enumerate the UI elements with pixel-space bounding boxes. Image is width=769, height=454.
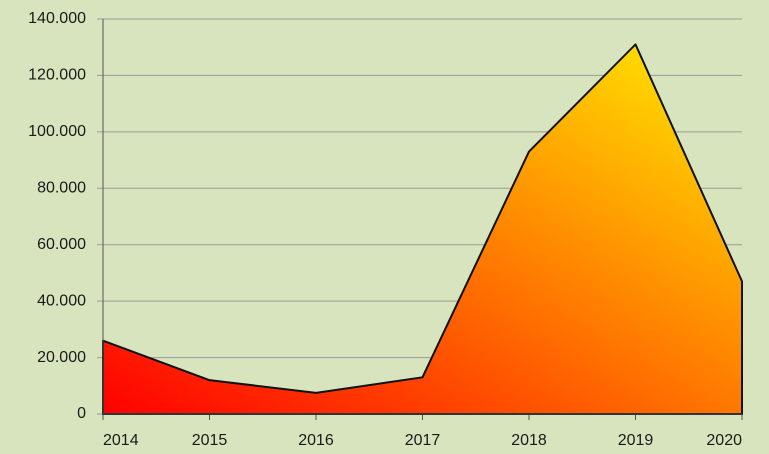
x-tick-label: 2017 [405,432,441,449]
y-tick-label: 60.000 [37,236,86,253]
x-tick-label: 2014 [103,432,139,449]
y-tick-label: 20.000 [37,349,86,366]
x-tick-label: 2015 [192,432,228,449]
y-tick-label: 0 [77,405,86,422]
x-tick-label: 2016 [298,432,334,449]
area [102,43,743,415]
y-tick-label: 140.000 [28,10,86,27]
y-tick-label: 40.000 [37,292,86,309]
x-tick-label: 2020 [706,432,742,449]
y-tick-label: 120.000 [28,67,86,84]
x-tick-label: 2019 [618,432,654,449]
x-tick-label: 2018 [511,432,547,449]
y-tick-label: 100.000 [28,123,86,140]
y-tick-label: 80.000 [37,180,86,197]
